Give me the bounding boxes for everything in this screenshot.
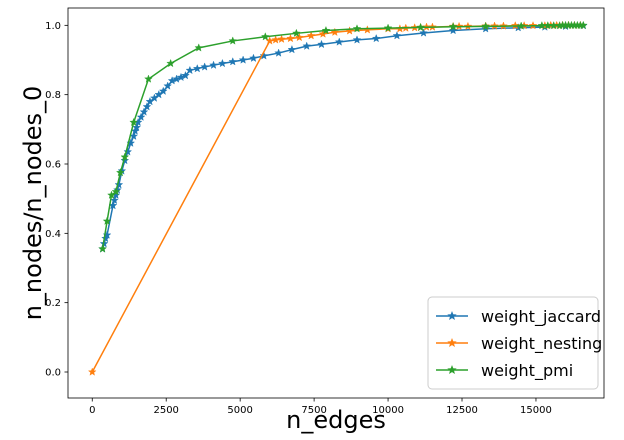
x-tick-label: 15000 bbox=[520, 405, 552, 416]
data-point bbox=[126, 138, 136, 147]
legend: weight_jaccard weight_nesting weight_pmi bbox=[427, 296, 602, 390]
y-tick-label: 0.4 bbox=[45, 229, 61, 240]
series-weight_pmi bbox=[98, 20, 588, 253]
data-point bbox=[448, 25, 458, 35]
data-point bbox=[352, 35, 362, 44]
data-point bbox=[516, 21, 526, 30]
data-point bbox=[139, 107, 149, 116]
y-axis-label: n_nodes/n_nodes_0 bbox=[19, 86, 47, 321]
legend-box bbox=[427, 296, 599, 390]
data-point bbox=[166, 58, 175, 68]
data-point bbox=[371, 33, 381, 43]
data-point bbox=[136, 112, 146, 121]
x-tick-label: 10000 bbox=[372, 405, 404, 416]
series-weight_jaccard bbox=[98, 21, 588, 253]
data-point bbox=[200, 62, 210, 71]
data-point bbox=[321, 25, 331, 35]
y-axis-ticks: 0.0 0.2 0.4 0.6 0.8 1.0 bbox=[45, 21, 68, 379]
x-tick-label: 0 bbox=[89, 405, 95, 416]
data-point bbox=[185, 65, 195, 75]
legend-marker bbox=[447, 337, 457, 348]
data-point bbox=[129, 117, 139, 127]
legend-marker bbox=[447, 364, 457, 375]
data-point bbox=[274, 48, 283, 57]
data-point bbox=[194, 43, 204, 52]
data-point bbox=[302, 41, 312, 50]
data-point bbox=[448, 22, 458, 31]
data-point bbox=[260, 32, 270, 41]
data-point bbox=[114, 180, 124, 189]
x-tick-label: 12500 bbox=[446, 405, 478, 416]
data-point bbox=[292, 28, 301, 37]
legend-label: weight_jaccard bbox=[481, 307, 601, 327]
data-point bbox=[163, 81, 173, 90]
data-point bbox=[238, 55, 248, 64]
y-tick-label: 1.0 bbox=[45, 21, 61, 32]
data-point bbox=[419, 28, 428, 37]
legend-label: weight_pmi bbox=[481, 361, 573, 381]
data-point bbox=[120, 155, 130, 165]
data-point bbox=[87, 367, 97, 376]
x-tick-label: 7500 bbox=[301, 405, 326, 416]
x-tick-label: 2500 bbox=[153, 405, 178, 416]
y-tick-label: 0.2 bbox=[45, 298, 61, 309]
legend-label: weight_nesting bbox=[481, 334, 602, 354]
data-point bbox=[98, 244, 107, 253]
data-point bbox=[334, 37, 344, 46]
data-point bbox=[123, 147, 133, 156]
data-point bbox=[578, 20, 588, 30]
data-point bbox=[392, 31, 402, 40]
data-point bbox=[330, 27, 340, 36]
legend-item-weight_jaccard: weight_jaccard bbox=[436, 307, 601, 327]
y-tick-label: 0.6 bbox=[45, 160, 61, 171]
data-point bbox=[317, 39, 326, 49]
data-point bbox=[142, 102, 152, 111]
series-line-weight_jaccard bbox=[101, 24, 584, 250]
data-point bbox=[481, 24, 491, 33]
data-point bbox=[481, 21, 491, 31]
data-point bbox=[144, 74, 153, 83]
legend-item-weight_nesting: weight_nesting bbox=[436, 334, 602, 354]
data-point bbox=[259, 51, 269, 60]
data-point bbox=[352, 24, 362, 33]
x-tick-label: 5000 bbox=[227, 405, 252, 416]
data-point bbox=[363, 25, 372, 34]
data-point bbox=[345, 26, 354, 35]
data-point bbox=[510, 21, 520, 30]
series-layer bbox=[87, 20, 588, 376]
data-point bbox=[102, 230, 112, 239]
data-point bbox=[192, 64, 202, 73]
data-point bbox=[102, 216, 112, 225]
data-point bbox=[318, 29, 328, 38]
x-axis-ticks: 0 2500 5000 7500 10000 12500 15000 bbox=[89, 398, 552, 416]
data-point bbox=[416, 22, 425, 32]
data-point bbox=[287, 45, 297, 54]
data-point bbox=[116, 168, 125, 177]
data-point bbox=[249, 53, 258, 62]
legend-item-weight_pmi: weight_pmi bbox=[436, 361, 573, 381]
plot-area-frame bbox=[67, 7, 605, 399]
data-point bbox=[286, 33, 295, 43]
data-point bbox=[306, 31, 316, 40]
data-point bbox=[228, 36, 238, 45]
data-point bbox=[383, 23, 393, 32]
data-point bbox=[294, 32, 304, 42]
series-line-weight_pmi bbox=[101, 24, 584, 250]
legend-marker bbox=[447, 310, 457, 321]
data-point bbox=[181, 71, 190, 80]
data-point bbox=[120, 152, 130, 161]
x-axis-label: n_edges bbox=[286, 406, 386, 434]
data-point bbox=[271, 35, 280, 44]
y-tick-label: 0.0 bbox=[45, 368, 61, 379]
y-tick-label: 0.8 bbox=[45, 90, 61, 101]
data-point bbox=[111, 187, 121, 196]
data-point bbox=[218, 58, 227, 68]
data-point bbox=[132, 123, 141, 132]
data-point bbox=[228, 57, 238, 66]
data-point bbox=[158, 86, 168, 95]
data-point bbox=[209, 60, 218, 69]
data-point bbox=[277, 34, 286, 43]
